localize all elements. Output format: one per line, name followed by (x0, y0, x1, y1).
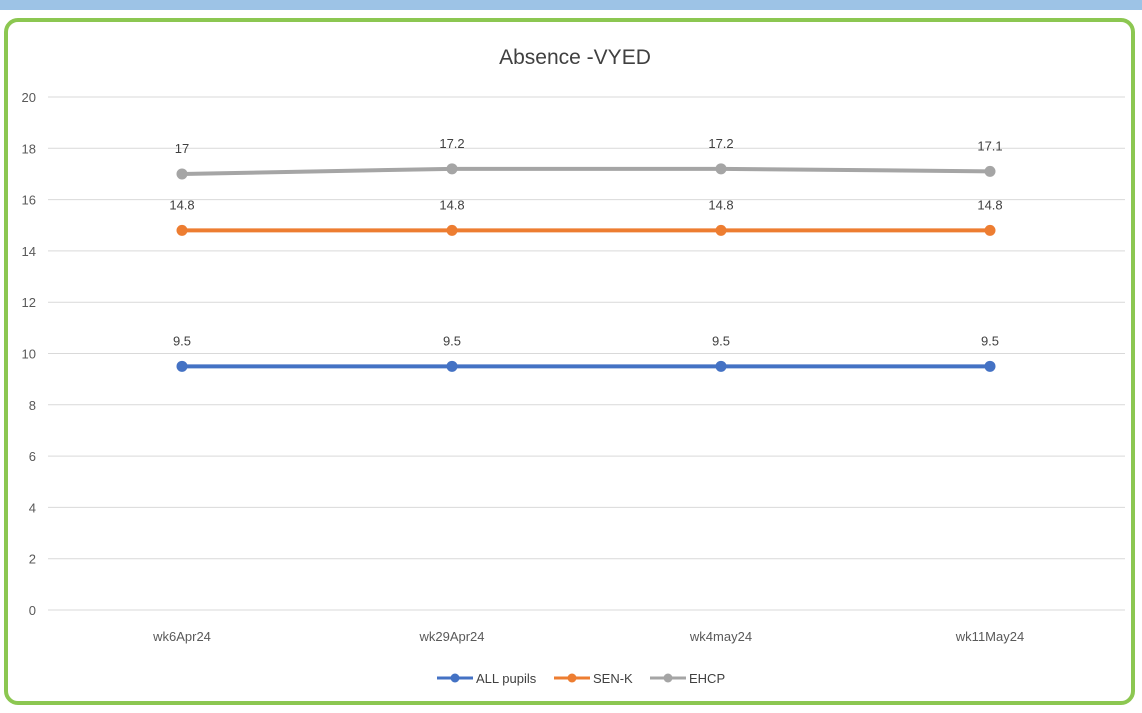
data-point (446, 163, 458, 175)
x-tick-label: wk6Apr24 (152, 629, 211, 644)
y-axis-ticks: 0 2 4 6 8 10 12 14 16 18 20 (22, 90, 36, 618)
y-tick-label: 2 (29, 552, 36, 567)
data-point (715, 360, 727, 372)
legend-marker (663, 673, 673, 683)
legend-marker (567, 673, 577, 683)
legend-label: EHCP (689, 671, 725, 686)
data-label: 9.5 (981, 333, 999, 348)
legend-label: SEN-K (593, 671, 633, 686)
data-label: 9.5 (712, 333, 730, 348)
y-tick-label: 12 (22, 295, 36, 310)
y-tick-label: 16 (22, 193, 36, 208)
legend-item: EHCP (650, 671, 725, 686)
chart-frame (4, 18, 1135, 705)
series-all-pupils: 9.5 9.5 9.5 9.5 (173, 333, 999, 372)
data-point (176, 224, 188, 236)
series-line (180, 166, 992, 176)
y-tick-label: 4 (29, 500, 36, 515)
data-point (715, 224, 727, 236)
data-label: 14.8 (169, 197, 194, 212)
y-tick-label: 14 (22, 244, 36, 259)
x-tick-label: wk11May24 (955, 629, 1024, 644)
data-point (984, 360, 996, 372)
data-point (446, 224, 458, 236)
top-accent-strip (0, 0, 1142, 10)
data-label: 9.5 (173, 333, 191, 348)
data-label: 17.2 (708, 136, 733, 151)
legend-marker (450, 673, 460, 683)
data-label: 17.1 (977, 138, 1002, 153)
data-point (984, 224, 996, 236)
data-point (446, 360, 458, 372)
data-label: 17 (175, 141, 189, 156)
data-label: 14.8 (439, 197, 464, 212)
legend: ALL pupils SEN-K EHCP (437, 671, 725, 686)
x-axis-ticks: wk6Apr24 wk29Apr24 wk4may24 wk11May24 (152, 629, 1024, 644)
y-tick-label: 18 (22, 141, 36, 156)
y-tick-label: 10 (22, 347, 36, 362)
series-ehcp: 17 17.2 17.2 17.1 (175, 136, 1003, 180)
y-tick-label: 0 (29, 603, 36, 618)
data-point (176, 168, 188, 180)
series-sen-k: 14.8 14.8 14.8 14.8 (169, 197, 1003, 236)
data-label: 14.8 (977, 197, 1002, 212)
data-point (715, 163, 727, 175)
data-point (176, 360, 188, 372)
data-label: 14.8 (708, 197, 733, 212)
data-point (984, 165, 996, 177)
data-label: 9.5 (443, 333, 461, 348)
series-layer: 9.5 9.5 9.5 9.514.8 14.8 14.8 14.817 17.2 17.2 17… (169, 136, 1003, 372)
y-tick-label: 6 (29, 449, 36, 464)
x-tick-label: wk4may24 (689, 629, 752, 644)
legend-label: ALL pupils (476, 671, 537, 686)
y-tick-label: 20 (22, 90, 36, 105)
legend-item: ALL pupils (437, 671, 537, 686)
x-tick-label: wk29Apr24 (418, 629, 484, 644)
gridlines (48, 96, 1125, 611)
legend-item: SEN-K (554, 671, 633, 686)
y-tick-label: 8 (29, 398, 36, 413)
data-label: 17.2 (439, 136, 464, 151)
chart-title: Absence -VYED (499, 46, 651, 69)
